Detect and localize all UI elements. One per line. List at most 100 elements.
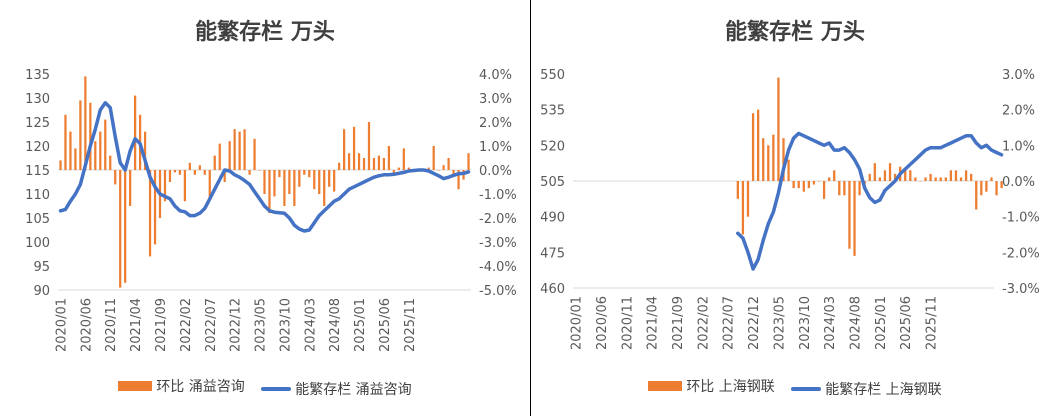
bar	[949, 170, 953, 181]
y-left-tick-label: 535	[540, 104, 565, 119]
bar	[243, 129, 246, 170]
x-tick-label: 2021/04	[646, 296, 661, 350]
bar	[278, 170, 281, 178]
x-tick-label: 2024/03	[823, 296, 838, 350]
bar	[959, 177, 963, 181]
bar	[288, 170, 291, 194]
bar	[208, 170, 211, 199]
bar	[888, 163, 892, 181]
bar	[822, 181, 826, 199]
bar	[357, 153, 361, 170]
bar	[975, 181, 978, 210]
bar	[964, 170, 968, 181]
y-left-tick-label: 120	[25, 140, 50, 155]
bar	[253, 138, 256, 170]
y-left-tick-label: 125	[25, 116, 50, 131]
legend-line-label: 能繁存栏 涌益咨询	[295, 382, 412, 398]
bar	[333, 170, 336, 192]
y-right-tick-label: 4.0%	[479, 68, 512, 83]
y-right-tick-label: 3.0%	[1002, 68, 1035, 83]
bar	[924, 177, 927, 181]
x-tick-label: 2023/10	[278, 298, 293, 352]
x-tick-label: 2024/08	[849, 296, 864, 350]
x-tick-label: 2021/04	[129, 298, 144, 352]
y-left-tick-label: 135	[25, 68, 50, 83]
bar	[934, 177, 937, 181]
legend-item-line: 能繁存栏 涌益咨询	[261, 379, 412, 399]
legend-bar-swatch	[118, 381, 153, 391]
legend-line-swatch	[261, 387, 292, 391]
bar	[382, 158, 386, 170]
bar	[853, 181, 856, 256]
y-left-tick-label: 110	[25, 188, 50, 203]
chart-panel-left: 能繁存栏 万头 90 95 100 105 110 115 120 125 130 135 -5.0…	[0, 0, 531, 416]
chart-legend: 环比 涌益咨询 能繁存栏 涌益咨询	[0, 376, 530, 399]
bar	[347, 153, 351, 170]
y-left-tick-label: 100	[25, 236, 50, 251]
y-right-tick-label: -1.0%	[1002, 211, 1040, 226]
x-tick-label: 2020/06	[595, 296, 610, 350]
bar	[457, 170, 460, 190]
y-left-tick-label: 460	[540, 282, 565, 297]
legend-item-line: 能繁存栏 上海钢联	[791, 379, 942, 399]
bar	[741, 181, 745, 235]
x-tick-label: 2022/12	[747, 296, 762, 350]
x-tick-label: 2024/08	[328, 298, 343, 352]
bar	[134, 95, 137, 170]
bar	[442, 165, 445, 170]
x-tick-label: 2023/05	[254, 298, 269, 352]
bar	[193, 170, 196, 175]
x-tick-label: 2023/10	[798, 296, 813, 350]
legend-item-bar: 环比 涌益咨询	[118, 376, 245, 396]
legend-line-swatch	[791, 387, 822, 391]
bar	[293, 170, 296, 206]
bar	[392, 170, 395, 175]
bar	[387, 146, 391, 170]
bar	[909, 170, 912, 181]
bar	[777, 77, 780, 181]
bar	[198, 165, 201, 170]
y-right-tick-label: -3.0%	[479, 236, 517, 251]
bar	[79, 100, 82, 170]
bar	[848, 181, 851, 249]
y-left-tick-label: 520	[540, 139, 565, 154]
x-tick-label: 2021/09	[154, 298, 169, 352]
legend-bar-label: 环比 上海钢联	[686, 379, 775, 395]
x-tick-label: 2025/11	[925, 296, 940, 350]
y-right-tick-label: 1.0%	[479, 140, 512, 155]
x-tick-label: 2025/06	[378, 298, 393, 352]
y-left-tick-label: 475	[540, 246, 565, 261]
y-left-tick-label: 95	[33, 260, 50, 275]
bar	[990, 177, 993, 181]
bar	[858, 181, 861, 196]
x-tick-label: 2021/09	[671, 296, 686, 350]
bar	[273, 170, 276, 197]
x-tick-label: 2022/02	[696, 296, 711, 350]
bar	[802, 181, 805, 192]
bar	[338, 162, 341, 170]
bar	[238, 131, 241, 170]
y-left-tick-label: 105	[25, 212, 50, 227]
y-left-tick-label: 505	[540, 175, 565, 190]
bar	[248, 170, 251, 175]
y-left-tick-label: 90	[33, 284, 50, 299]
chart-svg-left: 90 95 100 105 110 115 120 125 130 135 -5.0% -4.0% -3…	[25, 68, 517, 352]
legend-bar-swatch	[648, 381, 683, 391]
bar	[99, 131, 102, 170]
chart-legend: 环比 上海钢联 能繁存栏 上海钢联	[531, 376, 1059, 399]
bar	[258, 170, 261, 171]
bar	[362, 158, 366, 170]
bar	[303, 170, 306, 175]
chart-title: 能繁存栏 万头	[195, 20, 335, 45]
bar	[995, 181, 998, 196]
bar	[944, 177, 947, 181]
bar	[233, 129, 236, 170]
series-line	[58, 101, 471, 233]
bar	[328, 170, 331, 187]
y-left-tick-label: 490	[540, 211, 565, 226]
bar	[407, 167, 410, 170]
bar	[397, 167, 400, 170]
bar	[153, 170, 157, 245]
bar	[178, 170, 182, 175]
bar	[163, 170, 167, 202]
